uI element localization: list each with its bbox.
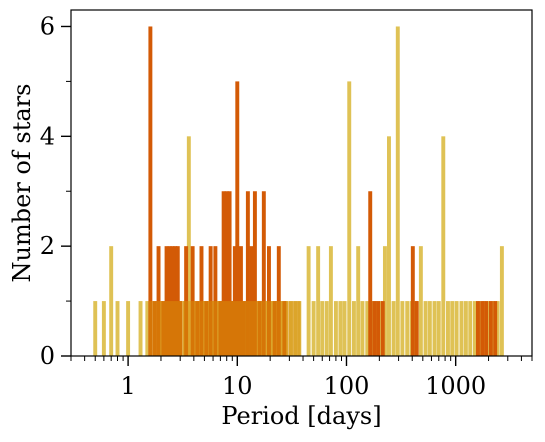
series-a-bar bbox=[333, 301, 338, 356]
series-a-bar bbox=[405, 301, 410, 356]
series-a-bar bbox=[328, 246, 333, 356]
series-a-bar bbox=[360, 301, 365, 356]
series-a-bar bbox=[115, 301, 120, 356]
plot-frame bbox=[70, 9, 533, 357]
series-a-bar bbox=[126, 301, 131, 356]
series-a-bar bbox=[145, 301, 150, 356]
series-a-bar bbox=[324, 301, 329, 356]
y-axis-label: Number of stars bbox=[8, 84, 36, 283]
series-b-bar bbox=[235, 81, 240, 357]
x-axis-label: Period [days] bbox=[221, 402, 381, 430]
y-tick-label: 4 bbox=[40, 122, 55, 150]
y-tick-label: 0 bbox=[40, 342, 55, 370]
series-a-bar bbox=[463, 301, 468, 356]
series-a-bar bbox=[391, 301, 396, 356]
series-a-bar bbox=[382, 246, 387, 356]
series-b-bar bbox=[148, 26, 153, 356]
overlap-band bbox=[148, 301, 301, 356]
series-b-bar bbox=[480, 301, 485, 356]
series-a-bar bbox=[486, 301, 491, 356]
series-a-bar bbox=[432, 301, 437, 356]
series-a-bar bbox=[320, 301, 325, 356]
series-a-bar bbox=[495, 301, 500, 356]
series-b-bar bbox=[380, 301, 385, 356]
series-a-bar bbox=[423, 301, 428, 356]
series-b-bar bbox=[476, 301, 480, 356]
series-a-bar bbox=[468, 301, 473, 356]
series-a-bar bbox=[400, 301, 405, 356]
series-b-bar bbox=[227, 191, 232, 356]
series-a-bar bbox=[306, 246, 311, 356]
series-b-bar bbox=[372, 301, 377, 356]
series-b-bar bbox=[493, 301, 498, 356]
series-a-bar bbox=[186, 136, 191, 356]
series-a-bar bbox=[395, 26, 400, 356]
y-axis-ticks: 0 2 4 6 bbox=[40, 12, 71, 370]
series-a-bar bbox=[472, 301, 477, 356]
series-a-bar bbox=[459, 301, 464, 356]
series-b-bar bbox=[368, 191, 373, 356]
series-a-bar bbox=[351, 301, 356, 356]
y-tick-label: 2 bbox=[40, 232, 55, 260]
series-b-bar bbox=[221, 191, 226, 356]
y-tick-label: 6 bbox=[40, 12, 55, 40]
series-a-bar bbox=[446, 301, 450, 356]
series-b-bar bbox=[410, 246, 415, 356]
x-axis-ticks: 1 10 100 1000 bbox=[70, 356, 533, 400]
series-a-bar bbox=[491, 301, 496, 356]
x-tick-label: 100 bbox=[324, 372, 370, 400]
series-a-bar bbox=[338, 301, 343, 356]
series-a-bar bbox=[454, 301, 459, 356]
series-b-bar bbox=[484, 301, 489, 356]
series-b-bar bbox=[252, 191, 257, 356]
series-b-bar bbox=[245, 191, 250, 356]
series-a-bar bbox=[441, 136, 446, 356]
series-a-bar bbox=[427, 301, 432, 356]
series-a-bar bbox=[311, 301, 316, 356]
series-a-bar bbox=[450, 301, 455, 356]
x-tick-label: 1000 bbox=[425, 372, 486, 400]
series-b-bar bbox=[414, 301, 419, 356]
series-a-bar bbox=[93, 301, 98, 356]
x-tick-label: 1 bbox=[120, 372, 135, 400]
series-a-bar bbox=[499, 246, 504, 356]
series-b-bar bbox=[261, 191, 266, 356]
series-a-bar bbox=[436, 301, 441, 356]
series-a-bar bbox=[342, 301, 347, 356]
series-a-bar bbox=[418, 246, 423, 356]
series-a-bar bbox=[347, 81, 352, 357]
series-a-bar bbox=[365, 301, 370, 356]
series-b-bar bbox=[488, 301, 493, 356]
series-b-bar bbox=[376, 301, 381, 356]
x-tick-label: 10 bbox=[222, 372, 253, 400]
series-b-bar bbox=[224, 191, 229, 356]
series-b-bars bbox=[148, 26, 498, 357]
series-a-bar bbox=[101, 301, 106, 356]
series-a-bar bbox=[378, 301, 383, 356]
series-a-bar bbox=[356, 246, 361, 356]
series-a-bar bbox=[316, 246, 321, 356]
series-a-bar bbox=[138, 301, 143, 356]
series-a-bar bbox=[109, 246, 114, 356]
series-a-bar bbox=[387, 136, 391, 356]
